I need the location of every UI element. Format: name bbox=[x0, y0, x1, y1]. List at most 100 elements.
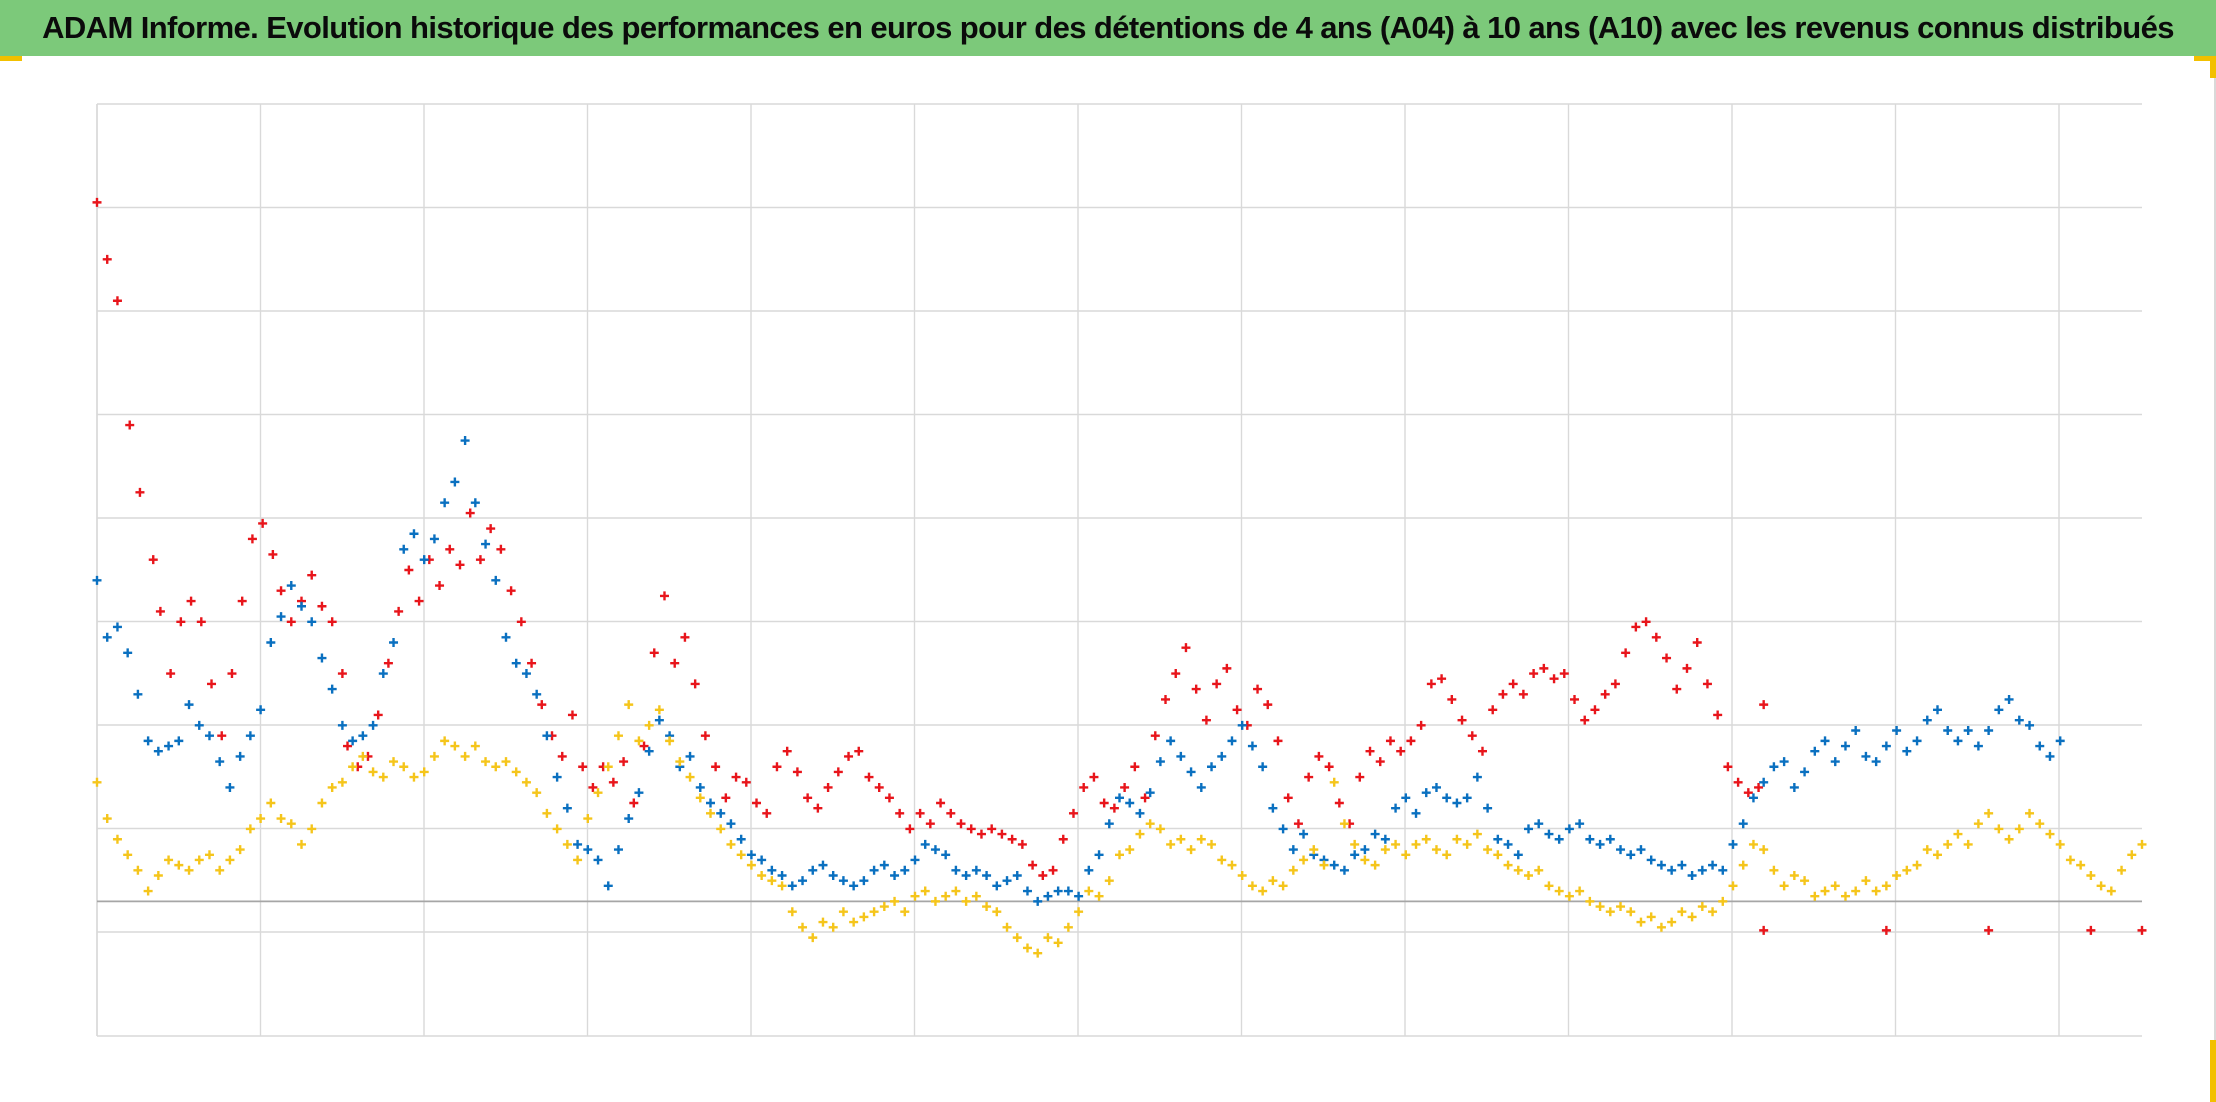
data-point bbox=[1697, 865, 1707, 875]
data-point bbox=[1043, 891, 1053, 901]
data-point bbox=[700, 731, 710, 741]
data-point bbox=[102, 632, 112, 642]
data-point bbox=[1498, 689, 1508, 699]
data-point bbox=[409, 529, 419, 539]
data-point bbox=[1984, 925, 1994, 935]
data-point bbox=[782, 746, 792, 756]
data-point bbox=[644, 746, 654, 756]
data-point bbox=[757, 855, 767, 865]
data-point bbox=[736, 850, 746, 860]
data-point bbox=[429, 751, 439, 761]
data-point bbox=[1278, 881, 1288, 891]
data-point bbox=[552, 824, 562, 834]
data-point bbox=[1626, 907, 1636, 917]
data-point bbox=[414, 596, 424, 606]
data-point bbox=[2106, 886, 2116, 896]
data-point bbox=[235, 845, 245, 855]
data-point bbox=[435, 581, 445, 591]
data-point bbox=[1150, 731, 1160, 741]
data-point bbox=[1508, 679, 1518, 689]
data-point bbox=[1759, 925, 1769, 935]
data-point bbox=[1748, 839, 1758, 849]
data-point bbox=[1759, 845, 1769, 855]
data-point bbox=[465, 508, 475, 518]
data-point bbox=[1196, 782, 1206, 792]
data-point bbox=[148, 555, 158, 565]
data-point bbox=[276, 586, 286, 596]
data-point bbox=[1186, 845, 1196, 855]
data-point bbox=[982, 870, 992, 880]
data-point bbox=[1702, 679, 1712, 689]
data-point bbox=[1800, 876, 1810, 886]
data-point bbox=[639, 741, 649, 751]
data-point bbox=[1033, 948, 1043, 958]
data-point bbox=[1769, 762, 1779, 772]
data-point bbox=[1810, 891, 1820, 901]
data-point bbox=[1109, 803, 1119, 813]
data-point bbox=[823, 782, 833, 792]
data-point bbox=[389, 637, 399, 647]
data-point bbox=[1830, 757, 1840, 767]
data-point bbox=[976, 829, 986, 839]
data-point bbox=[777, 881, 787, 891]
data-point bbox=[675, 757, 685, 767]
data-point bbox=[2025, 808, 2035, 818]
data-point bbox=[1738, 860, 1748, 870]
data-point bbox=[1247, 741, 1257, 751]
data-point bbox=[1079, 782, 1089, 792]
data-point bbox=[1610, 679, 1620, 689]
data-point bbox=[1651, 632, 1661, 642]
data-point bbox=[1012, 933, 1022, 943]
data-point bbox=[1585, 834, 1595, 844]
data-point bbox=[1559, 669, 1569, 679]
data-point bbox=[155, 606, 165, 616]
data-point bbox=[445, 544, 455, 554]
data-point bbox=[153, 746, 163, 756]
data-point bbox=[286, 617, 296, 627]
data-point bbox=[1636, 917, 1646, 927]
data-point bbox=[798, 876, 808, 886]
data-point bbox=[1687, 870, 1697, 880]
data-point bbox=[971, 865, 981, 875]
data-point bbox=[1539, 663, 1549, 673]
data-point bbox=[762, 808, 772, 818]
data-point bbox=[1524, 870, 1533, 880]
data-point bbox=[603, 881, 613, 891]
data-point bbox=[900, 907, 910, 917]
data-point bbox=[690, 679, 700, 689]
data-point bbox=[874, 782, 884, 792]
data-point bbox=[654, 705, 664, 715]
data-point bbox=[946, 808, 956, 818]
frame-edge-right bbox=[2214, 78, 2216, 1040]
data-point bbox=[2004, 694, 2014, 704]
data-point bbox=[92, 197, 102, 207]
data-point bbox=[895, 808, 905, 818]
data-point bbox=[1043, 933, 1053, 943]
data-point bbox=[1022, 886, 1032, 896]
data-point bbox=[1605, 834, 1615, 844]
data-point bbox=[1457, 715, 1467, 725]
data-point bbox=[1754, 782, 1764, 792]
data-point bbox=[133, 865, 143, 875]
data-point bbox=[419, 555, 429, 565]
data-point bbox=[496, 544, 506, 554]
data-point bbox=[1401, 793, 1411, 803]
data-point bbox=[716, 824, 726, 834]
data-point bbox=[1002, 876, 1012, 886]
data-point bbox=[1626, 850, 1636, 860]
data-point bbox=[1334, 798, 1344, 808]
data-point bbox=[726, 839, 736, 849]
data-point bbox=[1646, 855, 1656, 865]
data-point bbox=[1186, 767, 1196, 777]
data-point bbox=[166, 669, 176, 679]
data-point bbox=[1038, 870, 1048, 880]
data-point bbox=[256, 705, 266, 715]
data-point bbox=[92, 777, 102, 787]
data-point bbox=[1493, 834, 1503, 844]
data-point bbox=[1171, 669, 1181, 679]
data-point bbox=[1201, 715, 1211, 725]
data-point bbox=[910, 891, 920, 901]
data-point bbox=[818, 917, 828, 927]
data-point bbox=[971, 891, 981, 901]
data-point bbox=[1089, 772, 1099, 782]
